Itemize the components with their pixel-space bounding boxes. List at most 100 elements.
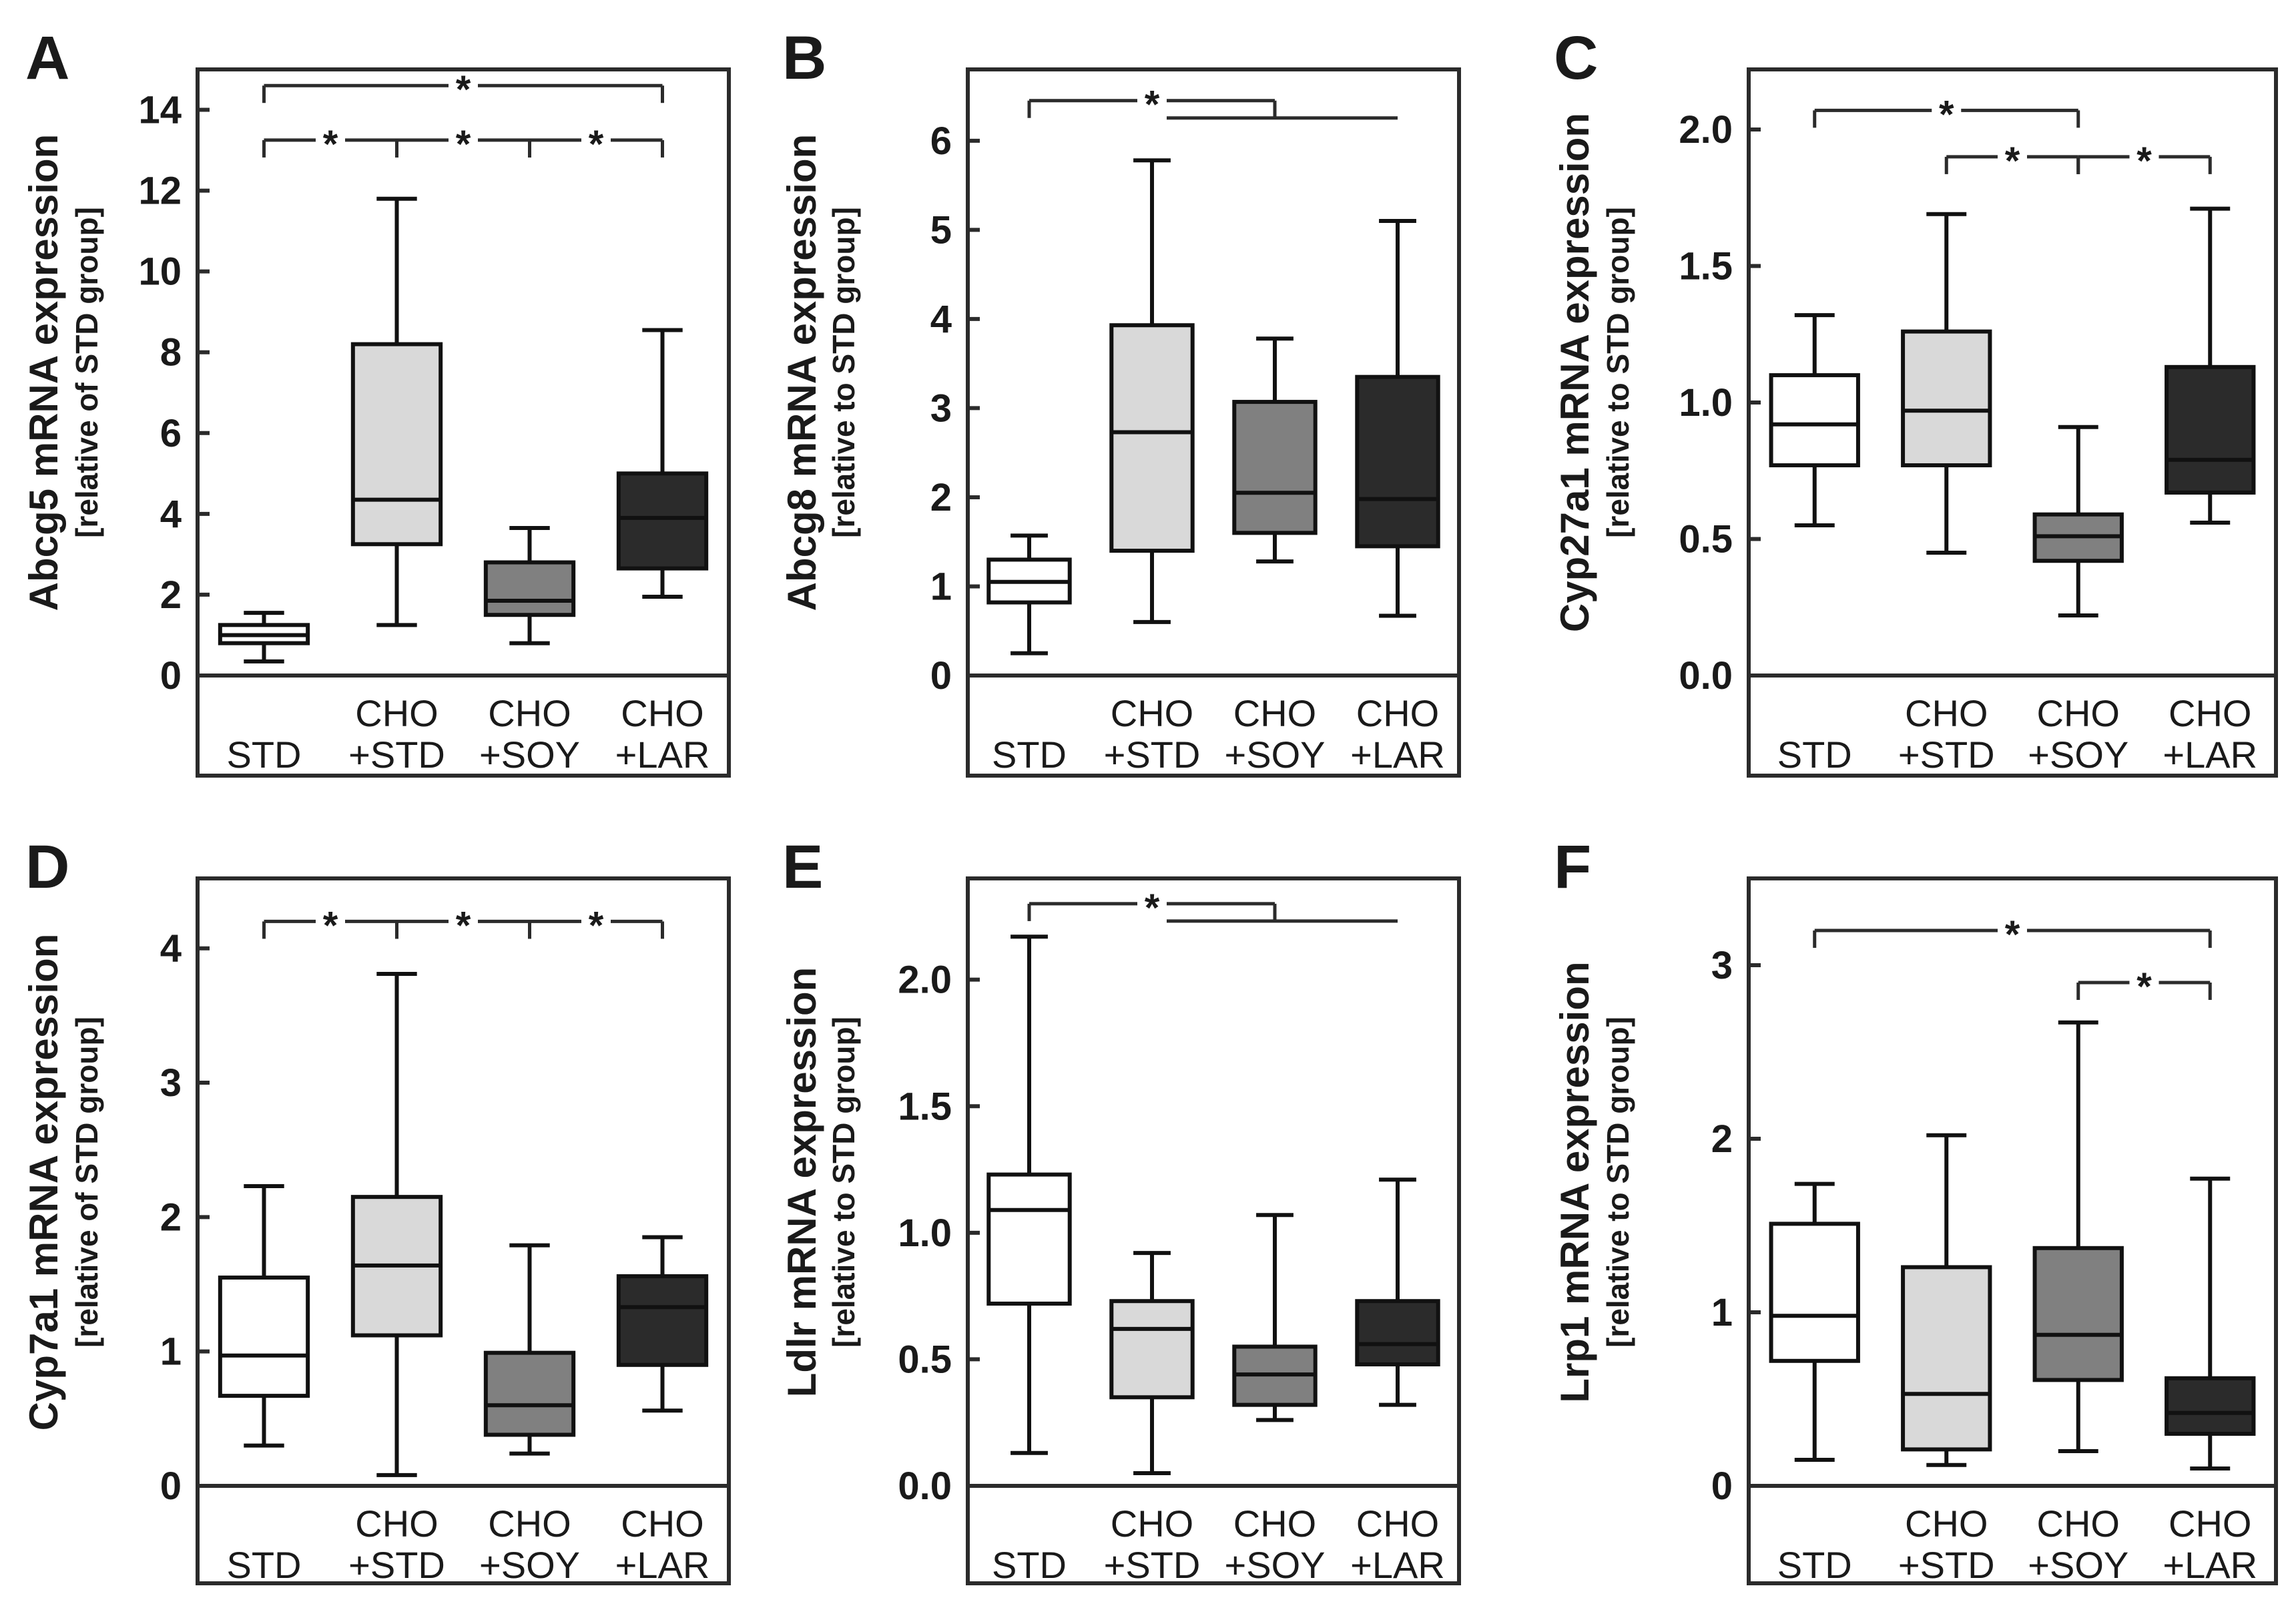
panel-b: B 0 1 2 3 4 5 6 Abcg8 mRNA expression [relative t… [780,24,1461,778]
category-label-line1: CHO [1111,1503,1193,1545]
y-tick-label: 3 [930,386,952,430]
iqr-box [218,1275,310,1398]
y-tick-label: 1 [160,1330,182,1374]
category-label-line2: +LAR [615,1544,710,1586]
y-tick-label: 6 [160,412,182,455]
plot-frame [1747,876,2278,1585]
y-tick-label: 3 [160,1061,182,1105]
y-tick-label: 2 [1711,1117,1733,1161]
y-axis-title: Lrp1 mRNA expression [1552,961,1597,1402]
y-axis-title: Cyp7a1 mRNA expression [21,934,66,1431]
category-label-line2: +STD [1104,1544,1201,1586]
category-label-line2: +LAR [2163,734,2257,776]
y-tick-label: 12 [138,170,182,213]
y-tick-label: 4 [930,298,952,341]
y-tick-label: 10 [138,250,182,294]
y-axis-subtitle: [relative to STD group] [1601,1017,1635,1348]
significance-star: * [2136,140,2152,183]
y-tick-label: 2.0 [1679,108,1733,152]
category-label-line2: STD [1777,1544,1852,1586]
y-tick-label: 0 [160,654,182,698]
box-1 [1901,1133,1992,1467]
box-1 [1109,1251,1195,1476]
box-2 [2032,425,2124,618]
y-tick-label: 2 [160,573,182,617]
iqr-box [2165,1376,2256,1436]
panel-e: E 0.0 0.5 1.0 1.5 2.0 Ldlr mRNA expression [rel… [780,833,1461,1586]
y-tick-label: 0.0 [898,1464,952,1508]
y-tick-label: 5 [930,208,952,252]
iqr-box [1355,1299,1440,1367]
box-0 [986,533,1072,655]
significance-bracket: * [1027,83,1398,127]
plot-frame [966,67,1461,778]
panel-d: D 0 1 2 3 4 Cyp7a1 mRNA expression [relative of… [21,833,731,1586]
category-label-line2: +SOY [479,734,580,776]
iqr-box [616,471,709,571]
box-3 [1355,1177,1440,1407]
y-axis-title: Ldlr mRNA expression [780,967,824,1398]
iqr-box [2032,1246,2124,1382]
iqr-box [483,1350,576,1437]
category-label-line2: STD [992,734,1067,776]
iqr-box [350,342,443,547]
y-tick-label: 6 [930,119,952,163]
iqr-box [1901,1265,1992,1452]
category-label-line2: +SOY [1225,734,1326,776]
category-label-line1: CHO [2037,1503,2120,1545]
y-tick-label: 0.0 [1679,654,1733,698]
box-0 [1769,1181,1860,1462]
y-tick-label: 1 [930,565,952,608]
y-tick-label: 1.5 [898,1085,952,1128]
category-label-line1: CHO [488,692,571,734]
significance-bracket: * [262,904,398,947]
iqr-box [483,560,576,617]
y-axis-subtitle: [relative to STD group] [1601,207,1635,538]
panel-label: B [782,24,826,92]
box-1 [350,196,443,627]
y-axis-title: Abcg5 mRNA expression [21,134,66,611]
y-axis-title: Cyp27a1 mRNA expression [1552,113,1597,632]
y-tick-label: 0 [160,1464,182,1508]
panel-label: A [25,24,69,92]
y-tick-label: 1 [1711,1291,1733,1334]
plot-frame [196,67,731,778]
significance-bracket: * [395,123,531,166]
box-0 [986,934,1072,1455]
box-2 [1232,336,1318,564]
y-tick-label: 4 [160,927,182,971]
panel-label: E [782,833,823,901]
significance-bracket: * [262,68,664,111]
significance-bracket: * [1944,140,2080,183]
category-label-line2: +LAR [615,734,710,776]
box-1 [1109,158,1195,624]
category-label-line2: STD [1777,734,1852,776]
category-label-line2: +STD [348,734,445,776]
category-label-line2: STD [992,1544,1067,1586]
significance-star: * [323,904,338,947]
iqr-box [1355,374,1440,549]
significance-star: * [456,68,471,111]
y-tick-label: 1.5 [1679,244,1733,288]
plot-frame [1747,67,2278,778]
significance-bracket: * [2076,140,2212,183]
panel-label: C [1554,24,1598,92]
category-label-line1: CHO [1905,692,1988,734]
significance-star: * [323,123,338,166]
significance-bracket: * [528,904,664,947]
category-label-line1: CHO [488,1503,571,1545]
category-label-line1: CHO [1905,1503,1988,1545]
box-1 [350,971,443,1477]
significance-star: * [2005,140,2020,183]
box-0 [1769,313,1860,528]
panel-f: F 0 1 2 3 Lrp1 mRNA expression [relative to ST… [1552,833,2278,1586]
y-tick-label: 0.5 [898,1338,952,1381]
y-axis-subtitle: [relative to STD group] [826,1017,861,1348]
box-3 [2165,1176,2256,1470]
y-axis-subtitle: [relative to STD group] [826,207,861,538]
significance-star: * [1939,93,1954,136]
significance-star: * [2136,965,2152,1009]
category-label-line2: +SOY [479,1544,580,1586]
significance-bracket: * [395,904,531,947]
category-label-line2: +LAR [1350,734,1445,776]
